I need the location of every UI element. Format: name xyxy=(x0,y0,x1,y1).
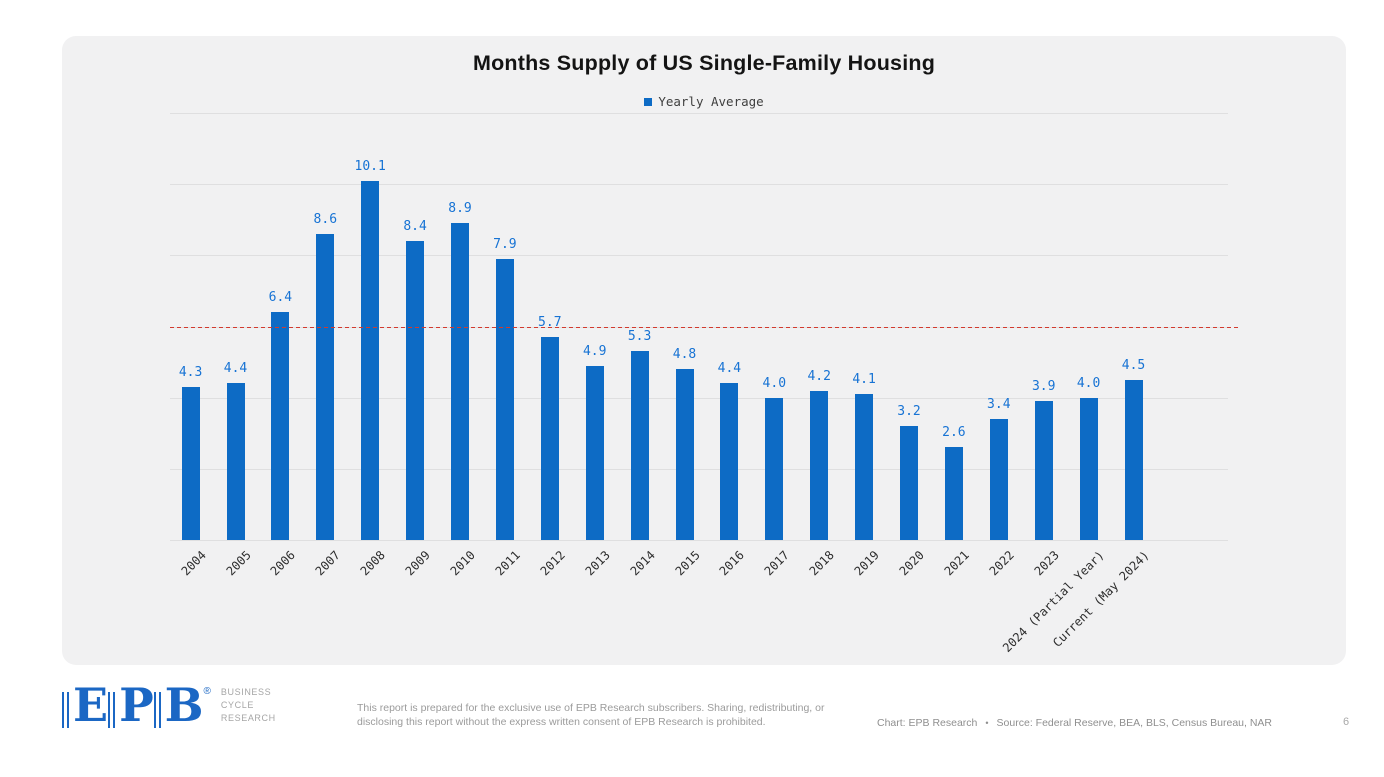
bar-value-label: 5.7 xyxy=(538,315,562,331)
chart-title: Months Supply of US Single-Family Housin… xyxy=(472,51,936,75)
x-tick-label: 2018 xyxy=(806,548,838,579)
bar-value-label: 4.3 xyxy=(178,364,203,380)
gridline xyxy=(170,540,1228,541)
gridline xyxy=(170,468,1228,470)
legend-swatch-icon xyxy=(644,97,653,106)
gridline xyxy=(170,184,1228,186)
page-number: 6 xyxy=(1342,716,1350,728)
x-tick-label: 2022 xyxy=(986,548,1017,579)
bar-value-label: 2.6 xyxy=(942,425,966,441)
epb-logo-letter: B xyxy=(154,682,204,728)
bar xyxy=(406,241,425,540)
bar-value-label: 4.9 xyxy=(582,343,607,359)
x-tick-label: 2010 xyxy=(447,548,478,579)
bar xyxy=(1124,379,1143,540)
bar-value-label: 4.4 xyxy=(223,361,248,377)
bar xyxy=(765,397,784,540)
bar xyxy=(675,369,694,540)
bar-value-label: 3.9 xyxy=(1031,379,1056,395)
x-tick-label: 2007 xyxy=(312,548,344,579)
epb-logo-subtext-line: CYCLE xyxy=(220,700,254,711)
bar-chart-plot-area: 4.3 2004 4.4 2005 6.4 2006 8.6 2007 10.1 2008 8.4 2… xyxy=(62,36,1346,665)
bar-value-label: 4.4 xyxy=(717,361,742,377)
bar xyxy=(316,233,335,540)
x-tick-label: 2013 xyxy=(582,548,613,579)
bar-value-label: 7.9 xyxy=(493,236,517,252)
bar xyxy=(720,383,739,540)
bar-value-label: 4.2 xyxy=(807,368,831,384)
x-tick-label: 2021 xyxy=(941,548,972,579)
x-tick-label: 2015 xyxy=(672,548,703,579)
gridline xyxy=(170,397,1228,399)
reference-line xyxy=(170,326,1240,328)
bar-value-label: 4.5 xyxy=(1121,357,1146,373)
bar xyxy=(1079,397,1098,540)
chart-credit: Chart: EPB Research xyxy=(877,717,978,729)
bar xyxy=(540,337,559,540)
bar-value-label: 6.4 xyxy=(268,290,293,306)
bar-value-label: 4.0 xyxy=(1076,375,1101,391)
x-tick-label: 2004 xyxy=(178,548,209,579)
bar xyxy=(451,223,469,540)
gridline xyxy=(170,113,1228,114)
x-tick-label: 2006 xyxy=(267,548,299,579)
bar xyxy=(271,312,290,540)
chart-card: Months Supply of US Single-Family Housin… xyxy=(62,36,1346,665)
bar-value-label: 8.6 xyxy=(313,211,338,227)
x-tick-label: 2011 xyxy=(492,548,523,579)
x-tick-label: 2020 xyxy=(896,548,927,579)
bar xyxy=(1034,401,1053,540)
bar-value-label: 3.2 xyxy=(897,404,921,420)
x-tick-label: 2014 xyxy=(627,548,658,579)
bar xyxy=(181,386,200,540)
epb-logo-subtext-line: RESEARCH xyxy=(220,713,276,724)
bar-value-label: 3.4 xyxy=(987,397,1011,413)
bar xyxy=(944,447,963,540)
bar xyxy=(989,419,1008,540)
legend: Yearly Average xyxy=(62,94,1346,109)
registered-trademark-icon: ® xyxy=(203,686,211,697)
bar-value-label: 5.3 xyxy=(627,329,652,345)
x-tick-label: 2012 xyxy=(537,548,568,579)
x-tick-label: 2005 xyxy=(223,548,254,579)
legend-label: Yearly Average xyxy=(658,94,764,109)
disclaimer-text: This report is prepared for the exclusiv… xyxy=(357,702,825,729)
bar-value-label: 8.4 xyxy=(403,219,427,235)
bar xyxy=(810,390,829,540)
epb-logo-subtext: BUSINESS CYCLE RESEARCH xyxy=(221,686,276,725)
bar xyxy=(361,180,380,540)
x-tick-label: 2009 xyxy=(402,548,433,579)
epb-logo-subtext-line: BUSINESS xyxy=(220,687,272,698)
bullet-separator: • xyxy=(985,718,989,728)
bar xyxy=(630,351,649,540)
epb-logo-letter: E xyxy=(62,682,108,728)
epb-logo-letter: P xyxy=(108,682,154,728)
attribution: Chart: EPB Research • Source: Federal Re… xyxy=(877,717,1272,729)
bar-value-label: 4.1 xyxy=(852,372,876,388)
x-tick-label: 2019 xyxy=(851,548,882,579)
bar-value-label: 4.8 xyxy=(672,347,697,363)
bar-value-label: 4.0 xyxy=(762,375,787,391)
bar xyxy=(585,365,604,540)
x-tick-label: 2008 xyxy=(357,548,389,579)
bar-value-label: 10.1 xyxy=(354,158,386,174)
x-tick-label: 2017 xyxy=(761,548,793,579)
bar xyxy=(855,394,874,540)
bar xyxy=(495,258,514,540)
x-tick-label: 2023 xyxy=(1031,548,1062,579)
bar xyxy=(900,426,918,540)
source-credit: Source: Federal Reserve, BEA, BLS, Censu… xyxy=(996,717,1273,729)
bar xyxy=(226,383,245,540)
x-tick-label: 2016 xyxy=(716,548,748,579)
gridline xyxy=(170,255,1228,257)
bar-value-label: 8.9 xyxy=(448,201,472,217)
